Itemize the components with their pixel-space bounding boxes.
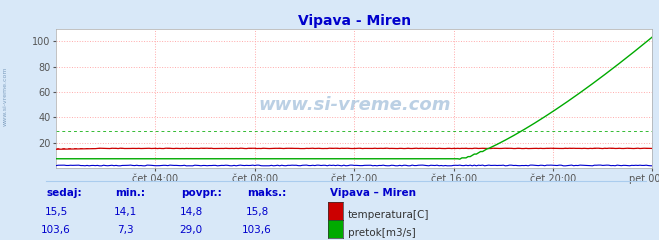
Text: pretok[m3/s]: pretok[m3/s] [348, 228, 416, 238]
Text: min.:: min.: [115, 188, 146, 198]
Text: www.si-vreme.com: www.si-vreme.com [258, 96, 451, 114]
Text: sedaj:: sedaj: [46, 188, 82, 198]
Text: 29,0: 29,0 [179, 225, 203, 235]
Text: 7,3: 7,3 [117, 225, 134, 235]
Text: povpr.:: povpr.: [181, 188, 222, 198]
Text: 103,6: 103,6 [242, 225, 272, 235]
Title: Vipava - Miren: Vipava - Miren [298, 14, 411, 28]
Text: maks.:: maks.: [247, 188, 287, 198]
Text: 14,8: 14,8 [179, 207, 203, 217]
Text: 14,1: 14,1 [113, 207, 137, 217]
Text: 103,6: 103,6 [41, 225, 71, 235]
Text: 15,8: 15,8 [245, 207, 269, 217]
Text: Vipava – Miren: Vipava – Miren [330, 188, 416, 198]
Text: 15,5: 15,5 [44, 207, 68, 217]
Text: temperatura[C]: temperatura[C] [348, 210, 430, 220]
Text: www.si-vreme.com: www.si-vreme.com [3, 66, 8, 126]
